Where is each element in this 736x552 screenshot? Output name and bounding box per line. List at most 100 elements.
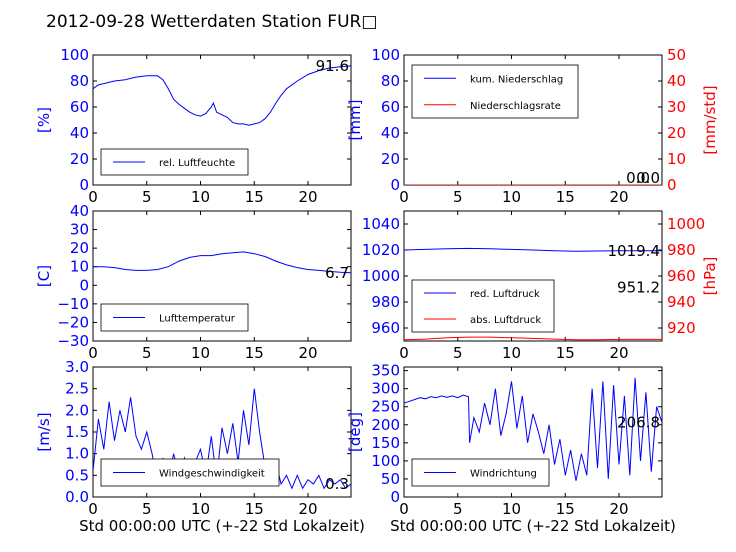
x-tick-label: 5 xyxy=(453,344,463,362)
legend-label-0: Windgeschwindigkeit xyxy=(159,469,265,480)
y-axis-label: [%] xyxy=(35,107,53,133)
y-tick-label: 100 xyxy=(371,46,400,64)
x-axis-label: Std 00:00:00 UTC (+-22 Std Lokalzeit) xyxy=(79,517,365,535)
y-tick-label: 1020 xyxy=(362,241,400,259)
x-tick-label: 10 xyxy=(191,344,210,362)
y-tick-label: 60 xyxy=(381,98,400,116)
y-tick-label: 1.5 xyxy=(65,423,89,441)
value-annotation: 1019.4 xyxy=(608,242,661,260)
legend-box xyxy=(411,279,555,333)
x-tick-label: 15 xyxy=(245,188,264,206)
y-tick-label: 2.0 xyxy=(65,401,89,419)
y-tick-label: 1000 xyxy=(362,267,400,285)
x-tick-label: 15 xyxy=(556,344,575,362)
y-right-tick-label: 20 xyxy=(667,124,686,142)
x-tick-label: 20 xyxy=(609,188,628,206)
value-annotation: 206.8 xyxy=(617,413,660,431)
x-axis-label: Std 00:00:00 UTC (+-22 Std Lokalzeit) xyxy=(390,517,676,535)
x-tick-label: 0 xyxy=(399,500,409,518)
y-tick-label: −30 xyxy=(57,332,89,350)
y-right-axis-label: [mm/std] xyxy=(701,85,719,154)
y-tick-label: 40 xyxy=(70,202,89,220)
y-tick-label: 100 xyxy=(371,452,400,470)
x-tick-label: 20 xyxy=(298,500,317,518)
series-line-0 xyxy=(93,251,351,274)
legend-box xyxy=(411,458,550,487)
y-tick-label: 20 xyxy=(70,239,89,257)
x-tick-label: 20 xyxy=(609,500,628,518)
series-line-1 xyxy=(404,336,662,341)
legend-label-0: red. Luftdruck xyxy=(470,289,540,300)
y-tick-label: 100 xyxy=(60,46,89,64)
y-tick-label: 30 xyxy=(70,221,89,239)
x-tick-label: 15 xyxy=(556,500,575,518)
y-tick-label: 0 xyxy=(79,176,89,194)
legend-box xyxy=(100,458,280,487)
y-tick-label: −20 xyxy=(57,313,89,331)
y-tick-label: 1.0 xyxy=(65,445,89,463)
x-tick-label: 0 xyxy=(88,344,98,362)
x-tick-label: 10 xyxy=(502,500,521,518)
legend-label-0: Lufttemperatur xyxy=(159,314,236,325)
y-tick-label: 10 xyxy=(70,258,89,276)
x-tick-label: 0 xyxy=(88,188,98,206)
y-right-tick-label: 30 xyxy=(667,98,686,116)
x-tick-label: 5 xyxy=(142,344,152,362)
y-tick-label: 3.0 xyxy=(65,358,89,376)
x-tick-label: 20 xyxy=(298,188,317,206)
y-tick-label: 980 xyxy=(371,293,400,311)
y-right-tick-label: 40 xyxy=(667,72,686,90)
x-tick-label: 15 xyxy=(556,188,575,206)
value-annotation: 0.0 xyxy=(636,169,660,187)
value-annotation: 6.7 xyxy=(325,264,349,282)
legend-label-1: abs. Luftdruck xyxy=(470,315,541,326)
value-annotation: 0.3 xyxy=(325,475,349,493)
x-tick-label: 0 xyxy=(88,500,98,518)
legend: red. Luftdruck abs. Luftdruck xyxy=(411,279,555,333)
y-tick-label: 350 xyxy=(371,362,400,380)
y-tick-label: 40 xyxy=(70,124,89,142)
subplot-humidity: 0 5 10 15 20 0 20 40 60 80 100 [%] 91.6 rel. Luftfeuc… xyxy=(35,46,352,206)
x-tick-label: 10 xyxy=(191,188,210,206)
series-line-0 xyxy=(404,377,662,481)
legend: rel. Luftfeuchte xyxy=(100,148,249,176)
x-tick-label: 5 xyxy=(142,500,152,518)
y-tick-label: 20 xyxy=(381,150,400,168)
y-right-tick-label: 980 xyxy=(667,241,696,259)
y-tick-label: 80 xyxy=(70,72,89,90)
x-tick-label: 20 xyxy=(609,344,628,362)
x-tick-label: 20 xyxy=(298,344,317,362)
y-tick-label: 1040 xyxy=(362,215,400,233)
y-tick-label: 0.5 xyxy=(65,466,89,484)
value-annotation: 91.6 xyxy=(316,57,349,75)
y-tick-label: 0 xyxy=(390,488,400,506)
figure-title: 2012-09-28 Wetterdaten Station FUR□ xyxy=(46,12,377,32)
legend: Windrichtung xyxy=(411,458,550,487)
x-tick-label: 5 xyxy=(453,500,463,518)
y-tick-label: 150 xyxy=(371,434,400,452)
subplot-pressure: 0 5 10 15 20 960 980 1000 1020 1040 920 940 960 980 10… xyxy=(362,210,719,362)
x-tick-label: 0 xyxy=(399,188,409,206)
y-right-tick-label: 940 xyxy=(667,293,696,311)
y-tick-label: 200 xyxy=(371,416,400,434)
series-line-0 xyxy=(93,388,351,490)
y-tick-label: 0 xyxy=(79,276,89,294)
x-tick-label: 5 xyxy=(142,188,152,206)
y-right-axis-label: [hPa] xyxy=(701,257,719,296)
y-axis-label: [mm] xyxy=(346,100,364,141)
legend-label-1: Niederschlagsrate xyxy=(470,101,561,112)
x-tick-label: 15 xyxy=(245,344,264,362)
series-line-0 xyxy=(404,247,662,252)
legend-label-0: kum. Niederschlag xyxy=(470,74,563,85)
y-tick-label: 80 xyxy=(381,72,400,90)
x-tick-label: 5 xyxy=(453,188,463,206)
subplot-precip: 0 5 10 15 20 0 20 40 60 80 100 0 10 20 30 40 50 [mm] [mm/s… xyxy=(346,46,719,206)
y-axis-label: [deg] xyxy=(346,412,364,452)
y-axis-label: [C] xyxy=(35,265,53,287)
y-axis-label: [m/s] xyxy=(35,412,53,451)
legend: Lufttemperatur xyxy=(100,303,249,332)
x-tick-label: 15 xyxy=(245,500,264,518)
